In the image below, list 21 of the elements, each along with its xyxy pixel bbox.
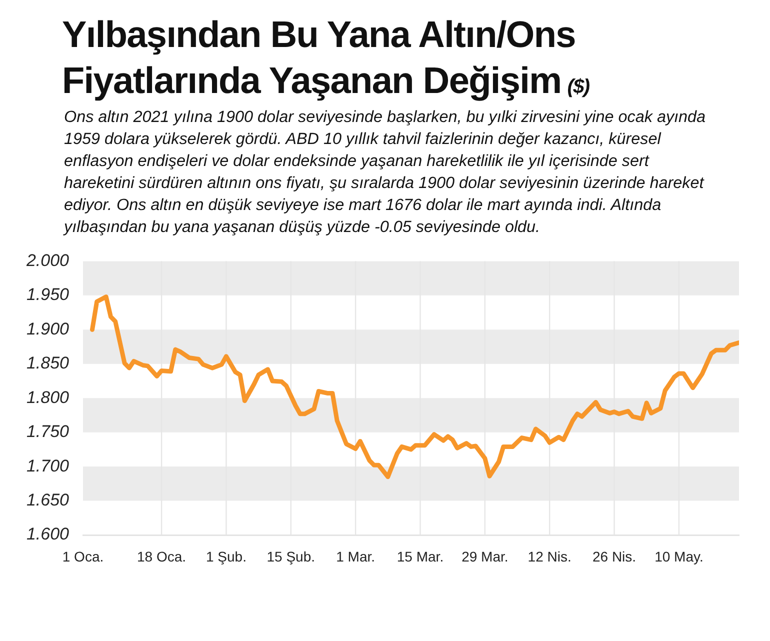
y-tick-label: 1.850 [26, 354, 70, 373]
x-tick-label: 15 Mar. [396, 548, 444, 564]
x-tick-label: 26 Nis. [592, 548, 636, 564]
x-tick-label: 29 Mar. [462, 548, 508, 564]
x-tick-label: 15 Şub. [266, 548, 316, 564]
y-tick-label: 1.950 [26, 285, 70, 304]
x-tick-label: 1 Mar. [336, 548, 376, 564]
y-tick-label: 1.750 [26, 422, 70, 442]
y-tick-label: 1.900 [26, 319, 70, 338]
y-tick-label: 1.650 [26, 490, 70, 510]
text: ($) [567, 76, 590, 98]
x-tick-label: 1 Şub. [206, 548, 246, 564]
y-tick-label: 1.700 [26, 456, 70, 476]
x-tick-label: 18 Oca. [137, 548, 186, 564]
y-tick-label: 1.800 [26, 388, 70, 407]
x-tick-label: 12 Nis. [528, 548, 572, 564]
y-tick-label: 1.600 [26, 524, 70, 544]
y-tick-label: 2.000 [25, 250, 70, 270]
x-tick-label: 1 Oca. [62, 548, 104, 564]
chart-subtitle: Ons altın 2021 yılına 1900 dolar seviyesinde başlarken, bu yılki zirvesini yine ocak ayında 1959 dolara yükselerek gördü. ABD 10 yıllık tahvil faizlerinin değer kazancı, küresel enflasyon endişeleri ve dolar endeksinde yaşanan hareketlilik ile yıl içerisinde sert hareketini sürdüren altının ons fiyatı, şu sıralarda 1900 dolar seviyesinin üzerinde hareket ediyor. Ons altın en düşük seviyeye ise mart 1676 dolar ile mart ayında indi. Altında yılbaşından bu yana yaşanan düşüş yüzde -0.05 seviyesinde oldu. [64, 107, 707, 238]
x-tick-label: 10 May. [654, 548, 704, 564]
